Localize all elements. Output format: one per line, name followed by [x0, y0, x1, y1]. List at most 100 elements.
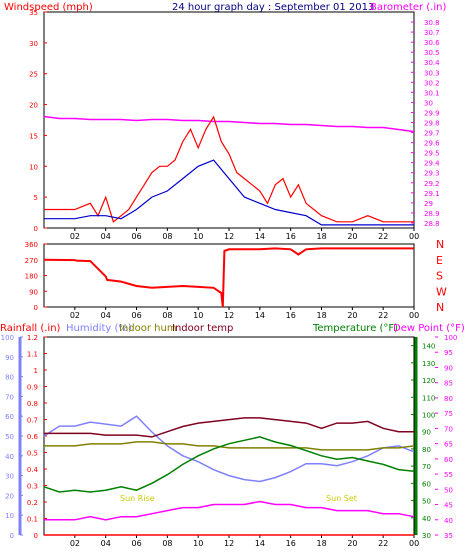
- direction-panel-frame: [43, 243, 415, 308]
- temperature-axis-tick-label: 80: [422, 446, 431, 454]
- sun-set-label: Sun Set: [326, 494, 357, 503]
- compass-label: N: [436, 238, 444, 251]
- direction-axis-tick-label: 0: [34, 304, 38, 312]
- dewpoint-axis-tick-label: 70: [444, 425, 453, 433]
- dewpoint-axis-tick-label: 60: [444, 456, 453, 464]
- barometer-axis-tick-label: 30.2: [424, 79, 440, 87]
- x-tick-label: 12: [224, 232, 234, 241]
- rain-axis-tick-label: 0.5: [27, 450, 38, 458]
- dewpoint-series-line: [44, 500, 415, 521]
- direction-axis-tick-label: 180: [25, 273, 38, 281]
- barometer-axis-tick-label: 29: [424, 200, 433, 208]
- direction-axis-tick-label: 360: [25, 241, 38, 249]
- x-tick-label: 12: [224, 539, 234, 548]
- wind-axis-tick-label: 15: [29, 132, 38, 140]
- x-tick-label: 04: [101, 539, 111, 548]
- x-tick-label: 08: [162, 311, 172, 320]
- x-tick-label: 22: [378, 311, 388, 320]
- x-tick-label: 10: [193, 311, 203, 320]
- rain-axis-tick-label: 0.3: [27, 483, 38, 491]
- barometer-axis-tick-label: 29.6: [424, 140, 440, 148]
- rain-axis-tick-label: 0.1: [27, 516, 38, 524]
- indoor-temp-axis-label: Indoor temp: [172, 323, 233, 334]
- wind-axis-tick-label: 0: [34, 225, 38, 233]
- temperature-axis-tick-label: 60: [422, 480, 431, 488]
- humidity-axis-tick-label: 60: [5, 413, 14, 421]
- humidity-series-line: [43, 415, 415, 483]
- barometer-axis-tick-label: 29.4: [424, 160, 440, 168]
- x-tick-label: 16: [286, 232, 296, 241]
- rain-axis-tick-label: 0: [34, 532, 38, 540]
- dewpoint-axis-tick-label: 65: [444, 441, 453, 449]
- dewpoint-axis-tick-label: 90: [444, 364, 453, 372]
- x-tick-label: 10: [193, 539, 203, 548]
- dewpoint-axis-tick-label: 95: [444, 349, 453, 357]
- barometer-series-line: [43, 115, 415, 133]
- dewpoint-axis-tick-label: 55: [444, 471, 453, 479]
- x-tick-label: 08: [162, 539, 172, 548]
- temperature-axis-tick-label: 130: [422, 360, 435, 368]
- windspeed-avg-series-line: [44, 159, 414, 226]
- barometer-axis-tick-label: 29.2: [424, 180, 440, 188]
- indoor-hum-axis-label: Indoor hum: [119, 323, 177, 334]
- x-tick-label: 06: [132, 311, 142, 320]
- x-tick-label: 18: [317, 539, 327, 548]
- x-tick-label: 10: [193, 232, 203, 241]
- x-tick-label: 06: [132, 539, 142, 548]
- barometer-axis-tick-label: 29.1: [424, 190, 440, 198]
- x-tick-label: 02: [70, 311, 80, 320]
- temperature-series-line: [43, 436, 415, 493]
- barometer-axis-tick-label: 29.5: [424, 150, 440, 158]
- rain-axis-tick-label: 0.4: [27, 466, 39, 474]
- temperature-axis-label: Temperature (°F): [312, 323, 398, 334]
- direction-axis-tick-label: 90: [29, 288, 38, 296]
- chart-title: 24 hour graph day : September 01 2013: [172, 2, 374, 13]
- x-tick-label: 12: [224, 311, 234, 320]
- x-tick-label: 00: [409, 232, 419, 241]
- compass-label: S: [436, 270, 443, 283]
- temp-panel-frame: [43, 336, 415, 536]
- barometer-axis-tick-label: 29.9: [424, 109, 440, 117]
- indoor-hum-series-line: [44, 441, 415, 451]
- x-tick-label: 16: [286, 539, 296, 548]
- rain-axis-tick-label: 1.1: [27, 351, 38, 359]
- rain-axis-tick-label: 1.2: [27, 334, 38, 342]
- barometer-axis-tick-label: 30.7: [424, 29, 440, 37]
- humidity-axis-tick-label: 10: [5, 512, 14, 520]
- windspeed-series-line: [44, 115, 414, 223]
- temperature-axis-tick-label: 120: [422, 377, 435, 385]
- sun-rise-label: Sun Rise: [120, 494, 155, 503]
- dewpoint-axis-tick-label: 85: [444, 380, 453, 388]
- temperature-axis-tick-label: 40: [422, 515, 431, 523]
- barometer-axis-tick-label: 30: [424, 99, 433, 107]
- x-tick-label: 22: [378, 232, 388, 241]
- x-tick-label: 16: [286, 311, 296, 320]
- wind-axis-tick-label: 20: [29, 102, 38, 110]
- x-tick-label: 14: [255, 311, 265, 320]
- x-tick-label: 20: [347, 539, 357, 548]
- x-tick-label: 00: [409, 311, 419, 320]
- x-tick-label: 20: [347, 311, 357, 320]
- barometer-axis-tick-label: 30.6: [424, 39, 440, 47]
- barometer-axis-tick-label: 30.4: [424, 59, 440, 67]
- chart-marks: 0510152025303528.828.92929.129.229.329.4…: [1, 9, 458, 548]
- rain-axis-tick-label: 0.9: [27, 384, 38, 392]
- wind-axis-tick-label: 25: [29, 71, 38, 79]
- x-tick-label: 08: [162, 232, 172, 241]
- humidity-axis-tick-label: 90: [5, 354, 14, 362]
- x-tick-label: 02: [70, 232, 80, 241]
- humidity-axis-tick-label: 20: [5, 492, 14, 500]
- humidity-axis-tick-label: 0: [10, 532, 14, 540]
- x-tick-label: 18: [317, 232, 327, 241]
- rainfall-axis-label: Rainfall (.in): [0, 323, 61, 334]
- barometer-axis-tick-label: 29.7: [424, 130, 440, 138]
- direction-axis-tick-label: 270: [25, 257, 38, 265]
- temperature-axis-tick-label: 110: [422, 394, 435, 402]
- dewpoint-axis-tick-label: 45: [444, 502, 453, 510]
- x-tick-label: 04: [101, 311, 111, 320]
- x-tick-label: 14: [255, 232, 265, 241]
- x-tick-label: 18: [317, 311, 327, 320]
- dewpoint-axis-tick-label: 50: [444, 486, 453, 494]
- barometer-axis-tick-label: 28.9: [424, 210, 440, 218]
